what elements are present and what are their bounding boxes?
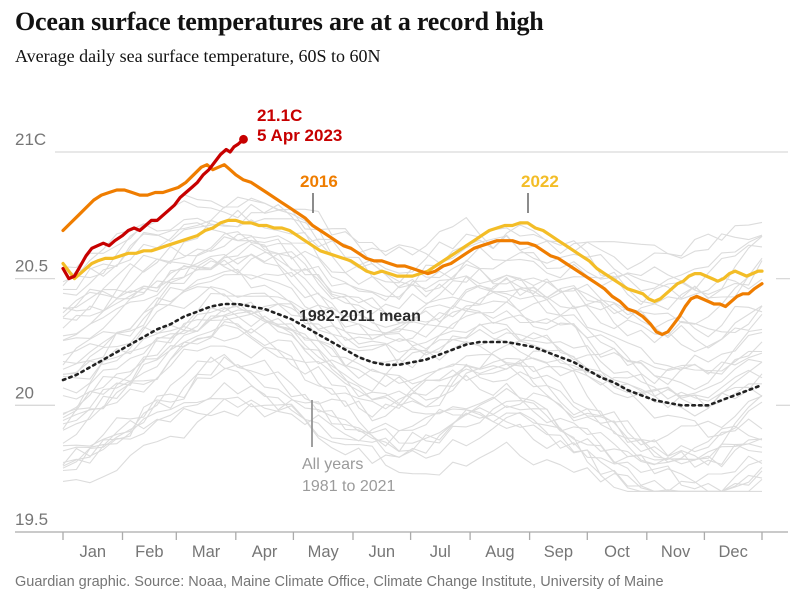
month-label-jan: Jan	[79, 543, 106, 561]
label-2016: 2016	[300, 172, 338, 191]
year-line-gray	[62, 200, 763, 269]
annotations: 21.1C 5 Apr 2023 2016 2022 1982-2011 mea…	[257, 106, 559, 495]
year-line-gray	[62, 273, 763, 391]
year-line-gray	[62, 254, 763, 385]
month-label-mar: Mar	[192, 543, 221, 561]
line-2023	[61, 137, 246, 281]
month-label-oct: Oct	[604, 543, 630, 561]
year-line-gray	[62, 233, 763, 338]
mean-line-label: 1982-2011 mean	[299, 308, 421, 325]
month-label-nov: Nov	[661, 543, 691, 561]
year-line-gray	[62, 309, 763, 443]
year-line-gray	[62, 356, 763, 492]
year-line-gray	[62, 197, 763, 306]
y-axis-label-20: 20	[15, 383, 34, 402]
line-2022	[61, 218, 764, 303]
year-line-gray	[62, 239, 763, 349]
year-line-gray	[62, 302, 763, 417]
all-years-label-line1: All years	[302, 456, 363, 473]
year-line-gray	[62, 396, 763, 492]
month-label-dec: Dec	[719, 543, 748, 561]
year-line-gray	[62, 364, 763, 492]
year-line-gray	[62, 231, 763, 337]
record-date-label: 5 Apr 2023	[257, 126, 342, 145]
year-line-gray	[62, 219, 763, 325]
line-1982-2011-mean	[61, 302, 764, 407]
record-value-label: 21.1C	[257, 106, 302, 125]
chart-subtitle: Average daily sea surface temperature, 6…	[15, 46, 381, 66]
month-label-jul: Jul	[430, 543, 451, 561]
year-line-gray	[62, 204, 763, 277]
label-2022: 2022	[521, 172, 559, 191]
y-axis-label-20.5: 20.5	[15, 257, 48, 276]
year-line-gray	[62, 243, 763, 371]
axis-tick-labels: Jan Feb Mar Apr May Jun Jul Aug Sep Oct Nov Dec 21C 2…	[15, 130, 748, 561]
year-line-gray	[62, 345, 763, 461]
year-line-gray	[62, 259, 763, 397]
highlighted-year-lines	[61, 134, 764, 407]
month-label-aug: Aug	[485, 543, 514, 561]
page-title: Ocean surface temperatures are at a reco…	[15, 7, 544, 36]
gridlines	[15, 151, 790, 406]
record-end-point-dot	[239, 134, 248, 144]
year-line-gray	[62, 321, 763, 465]
all-years-label-line2: 1981 to 2021	[302, 478, 396, 495]
year-line-gray	[62, 310, 763, 466]
year-line-gray	[62, 301, 763, 399]
year-line-gray	[62, 353, 763, 492]
month-label-may: May	[308, 543, 340, 561]
x-axis	[15, 531, 788, 540]
month-label-sep: Sep	[544, 543, 573, 561]
month-label-jun: Jun	[368, 543, 395, 561]
year-line-gray	[62, 286, 763, 372]
year-line-gray	[62, 382, 763, 492]
month-label-apr: Apr	[252, 543, 278, 561]
all-years-background-lines	[62, 194, 763, 492]
year-line-gray	[62, 251, 763, 353]
month-label-feb: Feb	[135, 543, 163, 561]
year-line-gray	[62, 313, 763, 409]
year-line-gray	[62, 398, 763, 468]
source-credit: Guardian graphic. Source: Noaa, Maine Cl…	[15, 574, 664, 590]
y-axis-label-19.5: 19.5	[15, 510, 48, 529]
line-2016	[61, 163, 764, 336]
y-axis-label-21C: 21C	[15, 130, 46, 149]
year-line-gray	[62, 236, 763, 312]
